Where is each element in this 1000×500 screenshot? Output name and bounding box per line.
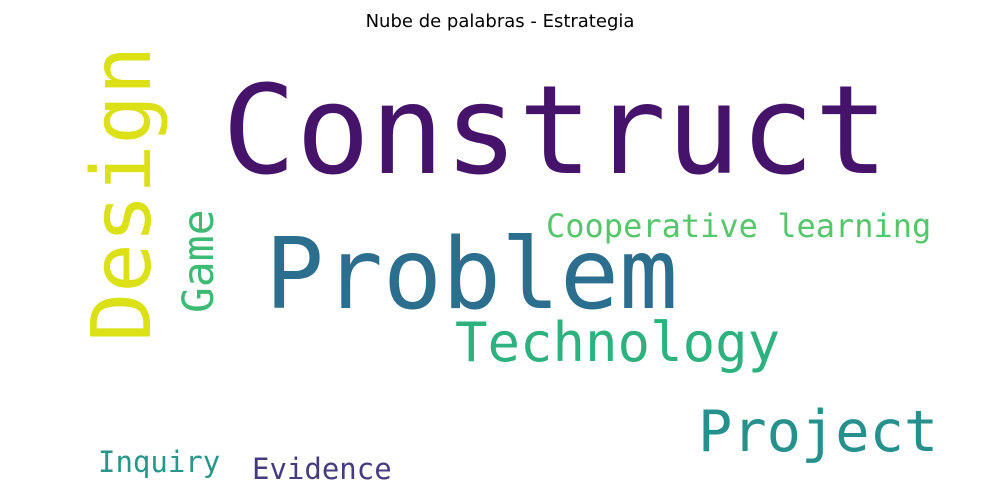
chart-title: Nube de palabras - Estrategia [365, 11, 635, 32]
word-problem: Problem [265, 218, 679, 332]
word-evidence: Evidence [252, 452, 392, 486]
word-design: Design [75, 45, 170, 342]
word-project: Project [698, 399, 939, 465]
word-construct: Construct [222, 60, 889, 203]
word-cooperative-learning: Cooperative learning [546, 207, 932, 245]
word-inquiry: Inquiry [98, 445, 221, 479]
word-technology: Technology [455, 311, 781, 374]
word-game: Game [174, 209, 224, 313]
